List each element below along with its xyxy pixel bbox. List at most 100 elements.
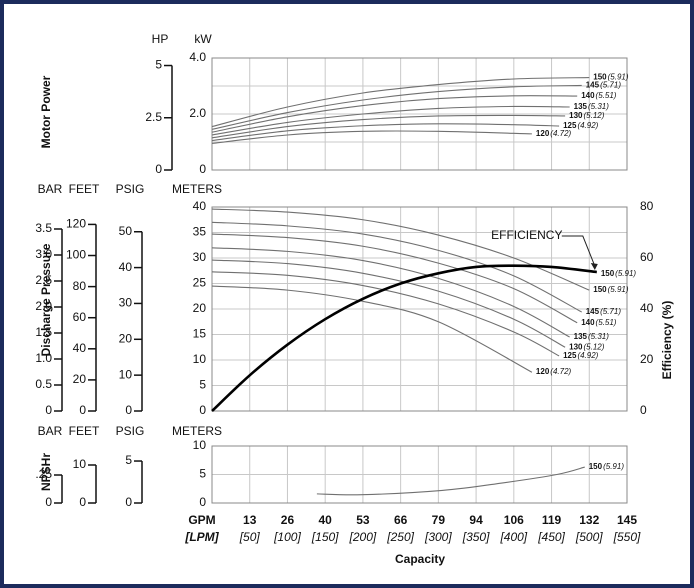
y-tick-label: 50 (119, 224, 133, 238)
x-axis-title: Capacity (395, 552, 445, 566)
y-tick-label: 10 (73, 457, 87, 471)
series-label: 150(5.91) (589, 462, 625, 471)
x-tick-label: 66 (394, 513, 408, 527)
panel-title: Discharge Pressure (39, 243, 53, 356)
x2-tick-label: [200] (349, 530, 377, 544)
y2-tick-label: 40 (640, 301, 654, 315)
x2-tick-label: [300] (424, 530, 452, 544)
annotation-arrow (561, 235, 596, 267)
x2-tick-label: [350] (462, 530, 490, 544)
y-tick-label: 5 (199, 467, 206, 481)
axis-header: FEET (69, 182, 100, 196)
curve (211, 84, 582, 130)
y-axis-label: kW (194, 32, 212, 46)
y-tick-label: 0 (79, 403, 86, 417)
series-name: 135 (574, 332, 588, 341)
y-tick-label: 3.0 (35, 247, 52, 261)
curve (211, 123, 560, 142)
series-label: 140(5.51) (581, 318, 617, 327)
series-note: (4.92) (577, 351, 598, 360)
series-name: 140 (581, 318, 595, 327)
y-tick-label: 1.5 (35, 325, 52, 339)
series-name: 150 (593, 73, 607, 82)
axis-header: PSIG (116, 424, 145, 438)
y-tick-label: 10 (193, 438, 207, 452)
axis-header: PSIG (116, 182, 145, 196)
axis-header: BAR (38, 424, 63, 438)
series-note: (5.12) (583, 342, 604, 351)
series-label: 125(4.92) (563, 351, 599, 360)
y-tick-label: 10 (119, 367, 133, 381)
series-label: 130(5.12) (569, 342, 605, 351)
series-note: (5.91) (608, 73, 629, 82)
series-label: 120(4.72) (536, 129, 572, 138)
plot-frame (211, 57, 628, 171)
series-note: (5.71) (600, 307, 621, 316)
curve (211, 114, 566, 139)
y-tick-label: 0 (45, 495, 52, 509)
curve (211, 233, 578, 324)
series-name: 125 (563, 351, 577, 360)
y-tick-label: 5 (199, 378, 206, 392)
series-name: 150 (589, 462, 603, 471)
efficiency-curve (211, 264, 597, 412)
x-tick-label: 26 (281, 513, 295, 527)
y-tick-label: 5 (125, 453, 132, 467)
y-tick-label: 30 (119, 296, 133, 310)
x2-tick-label: [400] (499, 530, 527, 544)
series-note: (5.51) (596, 91, 617, 100)
series-label: 150(5.91) (601, 269, 637, 278)
y-tick-label: 0.5 (35, 377, 52, 391)
series-label: 145(5.71) (586, 307, 622, 316)
x-tick-label: 13 (243, 513, 257, 527)
series-note: (4.92) (577, 121, 598, 130)
y2-axis-title: Efficiency (%) (660, 301, 674, 380)
series-label: 125(4.92) (563, 121, 599, 130)
y-tick-label: 3.5 (35, 221, 52, 235)
series-note: (5.31) (588, 332, 609, 341)
series-note: (4.72) (550, 367, 571, 376)
y-tick-label: 40 (73, 341, 87, 355)
series-name: 135 (574, 102, 588, 111)
series-name: 130 (569, 342, 583, 351)
y-tick-label: 20 (73, 372, 87, 386)
y-tick-label: 0 (199, 162, 206, 176)
y-tick-label: 4.0 (189, 50, 206, 64)
curve (211, 130, 532, 144)
axis-header: FEET (69, 424, 100, 438)
curve (211, 221, 582, 313)
series-label: 150(5.91) (593, 73, 629, 82)
series-label: 140(5.51) (581, 91, 617, 100)
series-note: (5.91) (608, 285, 629, 294)
curve (211, 247, 570, 338)
x-axis-label: GPM (188, 513, 215, 527)
series-label: 120(4.72) (536, 367, 572, 376)
curve (211, 105, 570, 136)
x2-tick-label: [50] (239, 530, 261, 544)
series-label: 145(5.71) (586, 81, 622, 90)
x-tick-label: 106 (504, 513, 524, 527)
y2-tick-label: 0 (640, 403, 647, 417)
y-tick-label: 60 (73, 310, 87, 324)
series-note: (5.51) (596, 318, 617, 327)
series-note: (5.31) (588, 102, 609, 111)
plot-frame (211, 445, 628, 504)
series-name: 120 (536, 129, 550, 138)
series-note: (5.12) (583, 111, 604, 120)
x2-tick-label: [500] (575, 530, 603, 544)
series-name: 140 (581, 91, 595, 100)
axis-header: HP (152, 32, 169, 46)
panel-title: NPSHr (39, 453, 53, 491)
y2-tick-label: 80 (640, 199, 654, 213)
y-tick-label: 100 (66, 248, 86, 262)
y-tick-label: 2.0 (189, 106, 206, 120)
series-name: 150 (593, 285, 607, 294)
arrow-head (590, 263, 598, 271)
y-tick-label: 120 (66, 217, 86, 231)
curve (211, 259, 566, 348)
series-label: 135(5.31) (574, 332, 610, 341)
y-tick-label: 10 (193, 352, 207, 366)
y-tick-label: 0 (155, 162, 162, 176)
